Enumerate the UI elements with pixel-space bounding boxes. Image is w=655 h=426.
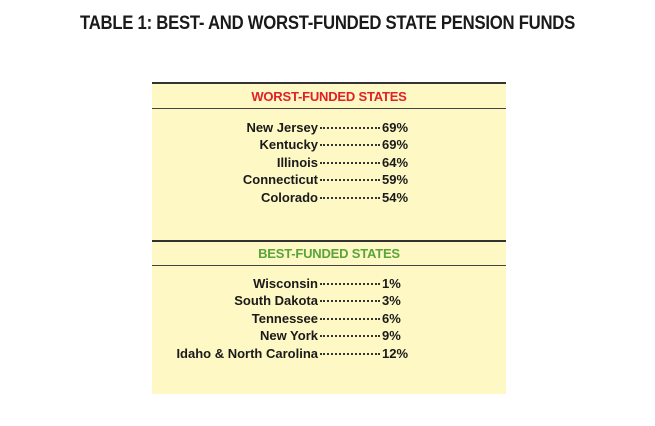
- divider: [152, 108, 506, 109]
- divider: [152, 265, 506, 266]
- table-row: Illinois 64%: [152, 155, 506, 172]
- funding-value: 3%: [382, 293, 401, 309]
- dot-leader: [320, 127, 380, 129]
- funding-value: 9%: [382, 328, 401, 344]
- dot-leader: [320, 144, 380, 147]
- table-row: South Dakota 3%: [152, 293, 506, 310]
- dot-leader: [320, 352, 380, 355]
- dot-leader: [320, 196, 380, 199]
- funding-value: 69%: [382, 120, 409, 135]
- table-box: WORST-FUNDED STATES New Jersey 69% Kentuck…: [152, 82, 506, 394]
- dot-leader: [320, 283, 380, 285]
- table-row: Colorado 54%: [152, 190, 506, 207]
- state-name: Illinois: [276, 154, 318, 170]
- funding-value: 64%: [382, 154, 409, 170]
- state-name: Kentucky: [259, 137, 318, 153]
- state-name: Wisconsin: [253, 276, 318, 291]
- dot-leader: [320, 179, 380, 182]
- state-name: South Dakota: [234, 293, 318, 309]
- funding-value: 6%: [382, 310, 401, 326]
- rows: New Jersey 69% Kentucky 69% Illinois 64% Conne…: [152, 120, 506, 207]
- dot-leader: [320, 161, 380, 164]
- rows: Wisconsin 1% South Dakota 3% Tennessee 6% New …: [152, 276, 506, 363]
- table-row: Wisconsin 1%: [152, 276, 506, 293]
- divider: [152, 240, 506, 242]
- state-name: Connecticut: [242, 172, 318, 188]
- section-heading: WORST-FUNDED STATES: [251, 89, 407, 104]
- state-name: Idaho & North Carolina: [176, 345, 318, 361]
- table-row: Kentucky 69%: [152, 137, 506, 154]
- dot-leader: [320, 335, 380, 338]
- funding-value: 69%: [382, 137, 409, 153]
- table-row: Connecticut 59%: [152, 172, 506, 189]
- state-name: New Jersey: [246, 120, 318, 135]
- table-row: Tennessee 6%: [152, 311, 506, 328]
- state-name: Tennessee: [251, 310, 318, 326]
- title: TABLE 1: BEST- AND WORST-FUNDED STATE PE…: [80, 13, 575, 34]
- table-row: New Jersey 69%: [152, 120, 506, 137]
- funding-value: 54%: [382, 189, 409, 205]
- table-row: New York 9%: [152, 328, 506, 345]
- funding-value: 12%: [382, 345, 409, 361]
- section-heading: BEST-FUNDED STATES: [258, 246, 400, 261]
- state-name: Colorado: [260, 189, 318, 205]
- table-row: Idaho & North Carolina 12%: [152, 346, 506, 363]
- dot-leader: [320, 317, 380, 320]
- funding-value: 1%: [382, 276, 401, 291]
- state-name: New York: [259, 328, 318, 344]
- funding-value: 59%: [382, 172, 409, 188]
- dot-leader: [320, 300, 380, 303]
